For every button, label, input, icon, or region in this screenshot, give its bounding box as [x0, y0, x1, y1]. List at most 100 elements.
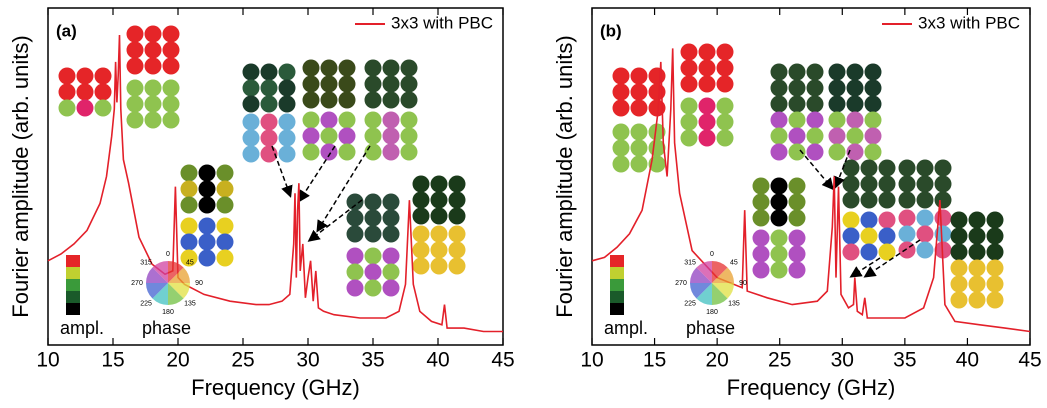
mode-pixel — [94, 99, 112, 117]
mode-pixel — [864, 127, 882, 145]
mode-pixel — [346, 225, 364, 243]
wheel-tick-label: 225 — [684, 300, 696, 307]
mode-pixel — [76, 83, 94, 101]
colorbar-segment — [66, 255, 80, 267]
mode-pixel — [242, 129, 260, 147]
wheel-tick-label: 45 — [730, 259, 738, 266]
mode-pixel — [878, 211, 896, 229]
mode-pixel — [860, 243, 878, 261]
mode-pixel — [806, 111, 824, 129]
mode-pixel — [338, 111, 356, 129]
wheel-sector — [168, 267, 190, 283]
mode-pixel — [630, 155, 648, 173]
mode-pixel — [430, 207, 448, 225]
mode-pixel — [338, 127, 356, 145]
mode-pixel — [216, 217, 234, 235]
mode-pixel — [382, 127, 400, 145]
arrow — [833, 149, 851, 189]
mode-pixel — [364, 247, 382, 265]
mode-pixel — [898, 159, 916, 177]
mode-pixel — [788, 143, 806, 161]
mode-pixel — [950, 291, 968, 309]
mode-pixel — [828, 127, 846, 145]
wheel-sector — [168, 261, 184, 283]
mode-pixel — [302, 75, 320, 93]
mode-pixel — [162, 95, 180, 113]
mode-pixel — [680, 43, 698, 61]
mode-pixel — [364, 209, 382, 227]
mode-pixel — [278, 129, 296, 147]
mode-pixel — [770, 143, 788, 161]
plot-frame — [47, 7, 504, 346]
mode-pixel — [400, 143, 418, 161]
mode-pixel — [412, 191, 430, 209]
mode-pixel — [364, 59, 382, 77]
wheel-sector — [712, 267, 734, 283]
mode-pixel — [320, 59, 338, 77]
mode-pixel — [878, 243, 896, 261]
mode-pixel — [806, 63, 824, 81]
x-tick-label: 10 — [36, 349, 59, 372]
mode-pixel — [364, 91, 382, 109]
mode-pixel — [430, 191, 448, 209]
y-axis-label: Fourier amplitude (arb. units) — [552, 35, 577, 317]
mode-pixel — [788, 177, 806, 195]
wheel-label: phase — [686, 318, 735, 338]
mode-pixel — [448, 175, 466, 193]
colorbar-segment — [66, 267, 80, 279]
arrow — [863, 239, 921, 278]
mode-pixel — [346, 193, 364, 211]
wheel-sector — [152, 261, 168, 283]
mode-pixel — [430, 241, 448, 259]
mode-pixel — [916, 159, 934, 177]
mode-pixel — [698, 59, 716, 77]
mode-pixel — [278, 145, 296, 163]
mode-pixel — [968, 243, 986, 261]
wheel-tick-label: 90 — [195, 280, 203, 287]
mode-pixel — [698, 97, 716, 115]
mode-pixel — [950, 227, 968, 245]
wheel-sector — [152, 283, 168, 305]
plot-frame — [591, 7, 1031, 346]
mode-pixel — [986, 243, 1004, 261]
mode-pixel — [198, 180, 216, 198]
mode-pixel — [162, 79, 180, 97]
mode-pixel — [770, 111, 788, 129]
mode-pixel — [630, 67, 648, 85]
mode-pixel — [364, 111, 382, 129]
colorbar-segment — [66, 303, 80, 315]
mode-pixel — [846, 111, 864, 129]
mode-pixel — [860, 159, 878, 177]
mode-pixel — [648, 99, 666, 117]
mode-pixel — [216, 196, 234, 214]
mode-pixel — [382, 225, 400, 243]
wheel-sector — [696, 261, 712, 283]
mode-pixel — [382, 247, 400, 265]
mode-pixel — [934, 175, 952, 193]
mode-pixel — [400, 59, 418, 77]
mode-pixel — [320, 127, 338, 145]
mode-pixel — [788, 229, 806, 247]
mode-pixel — [898, 225, 916, 243]
mode-pixel — [364, 127, 382, 145]
mode-pixel — [382, 193, 400, 211]
arrow — [849, 257, 881, 278]
mode-pixel — [968, 275, 986, 293]
mode-pixel — [846, 79, 864, 97]
mode-pixel — [126, 79, 144, 97]
mode-pixel — [698, 75, 716, 93]
mode-pixel — [58, 83, 76, 101]
mode-pixel — [338, 59, 356, 77]
mode-pixel — [648, 123, 666, 141]
mode-pixel — [770, 79, 788, 97]
mode-pixel — [864, 143, 882, 161]
mode-pixel — [126, 57, 144, 75]
wheel-tick-label: 270 — [131, 280, 143, 287]
x-tick-label: 45 — [1018, 349, 1041, 372]
mode-pixel — [698, 43, 716, 61]
mode-pixel — [242, 63, 260, 81]
colorbar-label: ampl. — [604, 318, 648, 338]
mode-pixel — [986, 211, 1004, 229]
mode-pixel — [680, 113, 698, 131]
mode-pixel — [162, 57, 180, 75]
